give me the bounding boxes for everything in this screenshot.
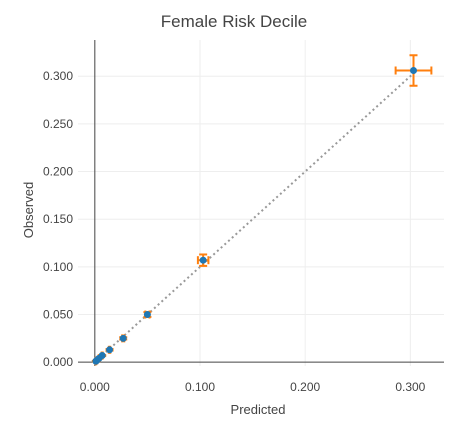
y-tick-label: 0.250 — [43, 117, 73, 131]
chart-title: Female Risk Decile — [161, 12, 307, 31]
y-axis-label: Observed — [21, 182, 36, 238]
x-tick-label: 0.000 — [80, 380, 110, 394]
data-points — [92, 67, 417, 365]
data-point[interactable] — [143, 311, 151, 319]
axes — [78, 40, 444, 366]
reference-line-group — [94, 70, 417, 363]
data-point[interactable] — [106, 346, 114, 354]
y-tick-labels: 0.000 0.050 0.100 0.150 0.200 0.250 0.300 — [43, 69, 73, 369]
data-point[interactable] — [410, 67, 417, 75]
x-tick-label: 0.200 — [290, 380, 320, 394]
x-tick-label: 0.100 — [185, 380, 215, 394]
y-tick-label: 0.300 — [43, 69, 73, 83]
data-point[interactable] — [199, 256, 207, 264]
x-axis-label: Predicted — [231, 402, 286, 417]
x-tick-label: 0.300 — [395, 380, 425, 394]
y-tick-label: 0.100 — [43, 260, 73, 274]
y-tick-label: 0.050 — [43, 308, 73, 322]
y-tick-label: 0.150 — [43, 212, 73, 226]
x-tick-labels: 0.000 0.100 0.200 0.300 — [80, 380, 426, 394]
y-gridlines — [78, 75, 444, 316]
data-point[interactable] — [119, 334, 127, 342]
x-gridlines — [199, 40, 411, 366]
y-tick-label: 0.200 — [43, 165, 73, 179]
reference-line — [94, 70, 417, 363]
y-tick-label: 0.000 — [43, 355, 73, 369]
data-point[interactable] — [98, 352, 106, 360]
